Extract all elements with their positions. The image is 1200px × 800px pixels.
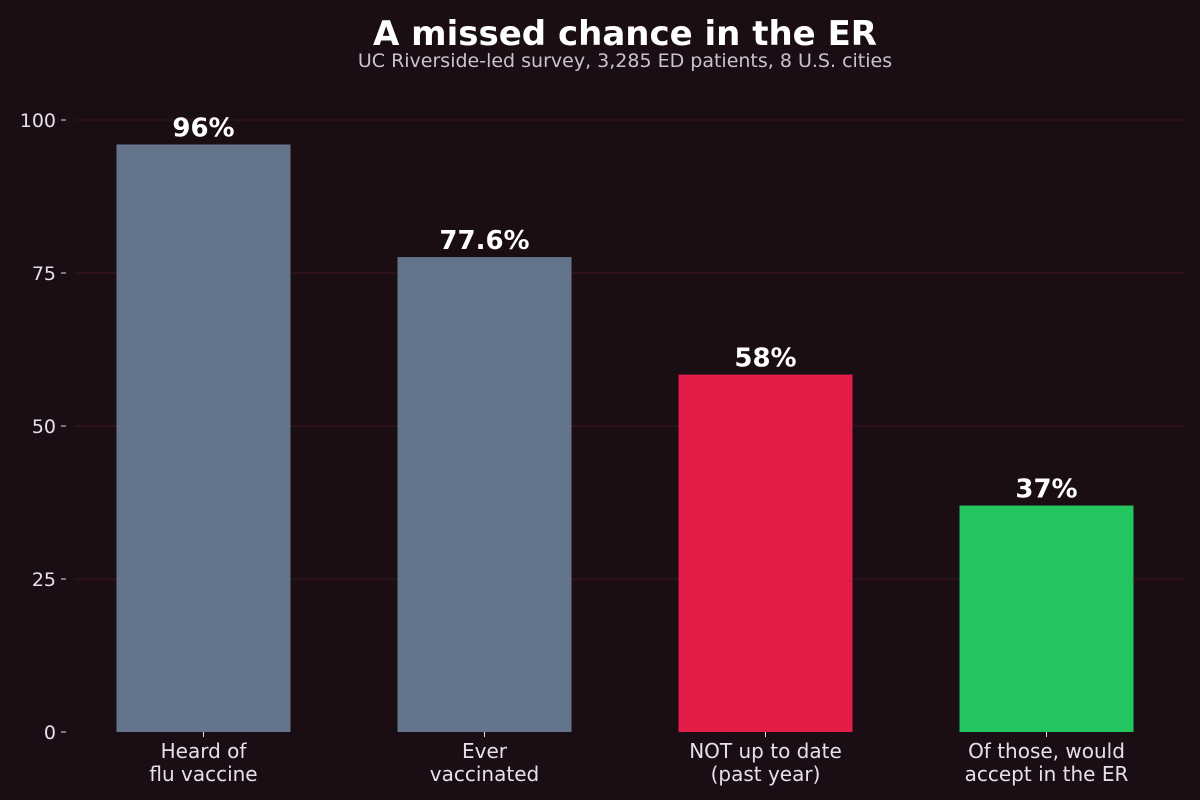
chart-subtitle: UC Riverside-led survey, 3,285 ED patien… bbox=[358, 50, 892, 72]
data-labels: 96% 77.6% 58% 37% bbox=[172, 113, 1077, 504]
y-tick-label: 25 bbox=[32, 569, 56, 591]
y-axis: 0 25 50 75 100 bbox=[20, 110, 66, 744]
bars bbox=[116, 144, 1134, 733]
y-tick-label: 0 bbox=[44, 722, 56, 744]
data-label: 37% bbox=[1015, 475, 1077, 505]
data-label: 58% bbox=[734, 344, 796, 374]
category-label: Ever vaccinated bbox=[430, 739, 539, 786]
x-axis: Heard of flu vaccine Ever vaccinated NOT up … bbox=[149, 732, 1128, 786]
category-label: NOT up to date (past year) bbox=[689, 739, 842, 786]
category-label: Of those, would accept in the ER bbox=[965, 739, 1129, 786]
bar bbox=[397, 257, 572, 732]
y-tick-label: 50 bbox=[32, 416, 56, 438]
y-tick-label: 75 bbox=[32, 263, 56, 285]
chart-title: A missed chance in the ER bbox=[373, 14, 877, 54]
y-tick-label: 100 bbox=[20, 110, 56, 132]
data-label: 96% bbox=[172, 113, 234, 143]
data-label: 77.6% bbox=[439, 226, 529, 256]
bar bbox=[678, 374, 853, 732]
bar bbox=[116, 144, 291, 733]
category-label: Heard of flu vaccine bbox=[149, 739, 257, 786]
bar bbox=[959, 505, 1134, 732]
